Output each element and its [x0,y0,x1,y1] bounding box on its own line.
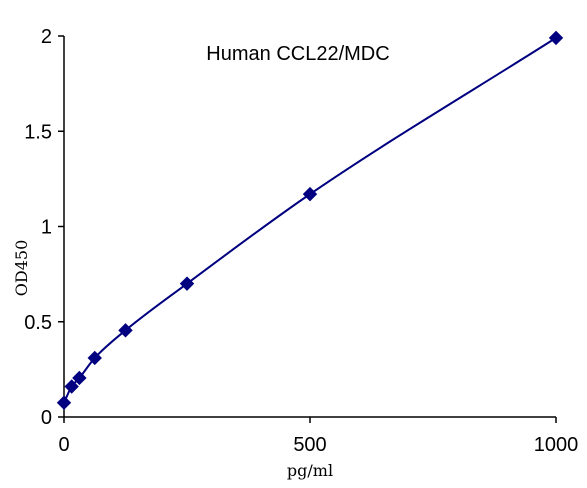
data-point-diamond [302,186,318,202]
y-tick-label: 1.5 [24,121,52,143]
x-axis-title: pg/ml [287,461,333,480]
y-axis-title: OD450 [12,240,31,296]
data-point-diamond [72,370,87,386]
y-axis: 0 0.5 1 1.5 2 [24,26,65,429]
data-point-diamond [548,30,564,46]
fitted-curve-line [63,37,557,404]
data-points [56,30,564,410]
data-point-diamond [87,350,102,366]
x-tick-label: 0 [58,434,69,456]
y-tick-label: 1 [41,217,52,239]
x-axis-ticks: 0 500 1000 [58,417,578,456]
data-point-diamond [56,395,72,410]
x-tick-label: 500 [293,434,326,456]
y-tick-label: 0.5 [24,312,52,334]
data-point-diamond [64,379,79,394]
chart-title: Human CCL22/MDC [206,43,389,65]
x-tick-label: 1000 [534,434,579,456]
data-point-diamond [118,323,133,338]
y-tick-label: 2 [41,26,52,48]
x-axis: 0 500 1000 [58,416,578,456]
y-tick-label: 0 [41,407,52,429]
data-point-diamond [179,276,195,291]
y-axis-ticks: 0 0.5 1 1.5 2 [24,26,64,429]
